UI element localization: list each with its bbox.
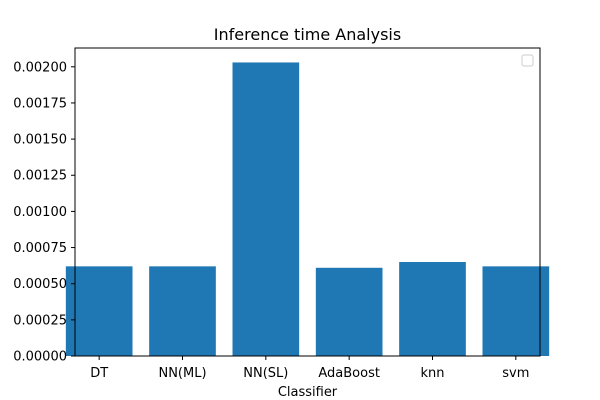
y-tick-label: 0.00100 [13, 205, 67, 220]
chart-title: Inference time Analysis [214, 25, 401, 44]
y-tick-label: 0.00050 [13, 277, 67, 292]
x-tick-label: NN(ML) [158, 366, 206, 381]
y-tick-label: 0.00125 [13, 169, 67, 184]
y-tick-label: 0.00025 [13, 313, 67, 328]
y-tick-label: 0.00000 [13, 350, 67, 365]
x-tick-label: DT [90, 366, 108, 381]
y-tick-label: 0.00200 [13, 60, 67, 75]
y-tick-label: 0.00150 [13, 133, 67, 148]
y-tick-label: 0.00175 [13, 96, 67, 111]
y-tick-label: 0.00075 [13, 241, 67, 256]
bar-dt [65, 266, 133, 356]
bar-adaboost [315, 267, 383, 356]
x-tick-label: AdaBoost [318, 366, 380, 381]
bar-nn-ml [149, 266, 216, 356]
x-tick-label: NN(SL) [243, 366, 288, 381]
bar-knn [399, 262, 466, 356]
plot-frame [74, 47, 541, 357]
legend-box [521, 54, 534, 67]
bar-nn-sl [232, 62, 300, 357]
x-tick-label: svm [502, 366, 529, 381]
bars-group [65, 62, 550, 357]
y-axis: 0.00000 0.00025 0.00050 0.00075 0.00100 0.001… [13, 60, 75, 365]
x-axis: DT NN(ML) NN(SL) AdaBoost knn svm [90, 356, 529, 381]
x-tick-label: knn [420, 366, 444, 381]
x-axis-label: Classifier [278, 385, 338, 400]
bar-svm [482, 266, 550, 356]
